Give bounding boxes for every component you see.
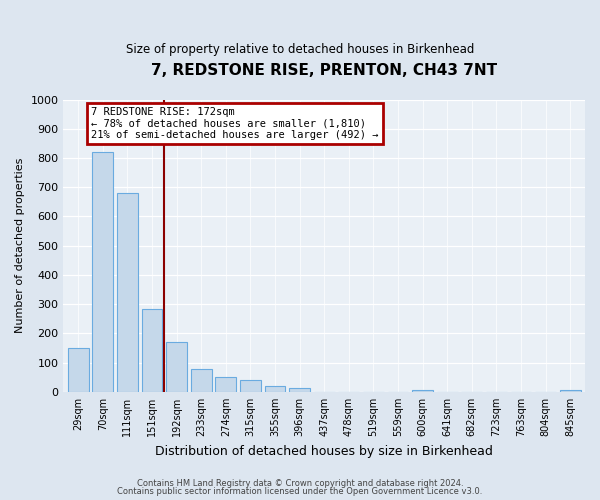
X-axis label: Distribution of detached houses by size in Birkenhead: Distribution of detached houses by size …: [155, 444, 493, 458]
Text: 7 REDSTONE RISE: 172sqm
← 78% of detached houses are smaller (1,810)
21% of semi: 7 REDSTONE RISE: 172sqm ← 78% of detache…: [91, 107, 379, 140]
Bar: [166, 342, 187, 392]
Bar: [560, 390, 581, 392]
Bar: [265, 386, 286, 392]
Title: 7, REDSTONE RISE, PRENTON, CH43 7NT: 7, REDSTONE RISE, PRENTON, CH43 7NT: [151, 62, 497, 78]
Bar: [289, 388, 310, 392]
Bar: [191, 369, 212, 392]
Bar: [92, 152, 113, 392]
Bar: [68, 348, 89, 392]
Text: Size of property relative to detached houses in Birkenhead: Size of property relative to detached ho…: [126, 42, 474, 56]
Bar: [215, 376, 236, 392]
Bar: [117, 193, 138, 392]
Y-axis label: Number of detached properties: Number of detached properties: [15, 158, 25, 334]
Bar: [142, 308, 163, 392]
Bar: [240, 380, 261, 392]
Text: Contains public sector information licensed under the Open Government Licence v3: Contains public sector information licen…: [118, 487, 482, 496]
Text: Contains HM Land Registry data © Crown copyright and database right 2024.: Contains HM Land Registry data © Crown c…: [137, 478, 463, 488]
Bar: [412, 390, 433, 392]
